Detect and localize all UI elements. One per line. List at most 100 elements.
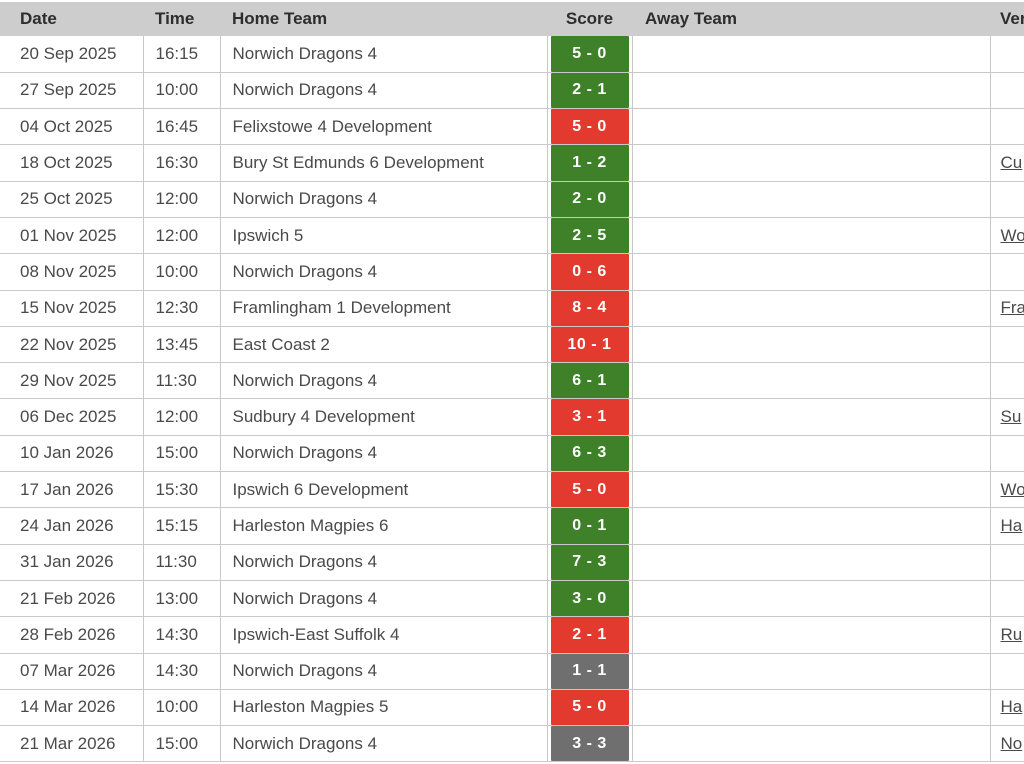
venue-link[interactable]: Fra	[1000, 298, 1024, 318]
time-cell: 15:00	[142, 434, 221, 473]
score-badge: 5 - 0	[550, 690, 629, 725]
fixture-row: 22 Nov 2025 13:45 East Coast 2 10 - 1	[0, 325, 1024, 364]
time-cell: 12:30	[142, 289, 221, 327]
time-cell: 13:00	[142, 579, 221, 618]
fixture-row: 29 Nov 2025 11:30 Norwich Dragons 4 6 - …	[0, 362, 1024, 400]
score-cell: 10 - 1	[546, 325, 633, 364]
venue-link[interactable]: Ru	[1000, 624, 1023, 644]
home-team-cell: Norwich Dragons 4	[219, 253, 548, 291]
score-badge: 3 - 0	[550, 581, 629, 616]
venue-link[interactable]: Wo	[1000, 479, 1024, 499]
column-header-time: Time	[143, 2, 220, 36]
venue-link[interactable]: Ha	[1000, 697, 1023, 717]
away-team-cell	[631, 144, 991, 182]
date-cell: 21 Feb 2026	[0, 579, 144, 618]
venue-link[interactable]: Ha	[1000, 516, 1023, 535]
score-badge: 5 - 0	[550, 36, 629, 72]
away-team-cell	[631, 579, 991, 618]
date-cell: 25 Oct 2025	[0, 180, 144, 218]
home-team-cell: Ipswich 6 Development	[219, 471, 548, 509]
score-badge: 2 - 0	[550, 182, 629, 217]
score-badge: 2 - 1	[550, 617, 629, 653]
venue-cell	[989, 325, 1024, 364]
column-header-date: Date	[0, 2, 143, 36]
venue-cell	[989, 362, 1024, 400]
venue-cell: No	[989, 725, 1024, 763]
score-cell: 2 - 1	[546, 616, 633, 654]
score-badge: 2 - 1	[550, 73, 629, 108]
date-cell: 22 Nov 2025	[0, 325, 144, 364]
fixture-row: 25 Oct 2025 12:00 Norwich Dragons 4 2 - …	[0, 180, 1024, 218]
date-cell: 18 Oct 2025	[0, 144, 144, 182]
score-badge: 5 - 0	[550, 109, 629, 144]
away-team-cell	[631, 507, 991, 545]
venue-link[interactable]: Wo	[1000, 225, 1024, 245]
score-badge: 1 - 1	[550, 654, 629, 689]
venue-cell	[989, 71, 1024, 110]
time-cell: 13:45	[142, 325, 221, 364]
away-team-cell	[631, 434, 991, 473]
score-badge: 8 - 4	[550, 291, 629, 326]
score-cell: 0 - 6	[546, 253, 633, 291]
score-cell: 7 - 3	[546, 543, 633, 581]
time-cell: 14:30	[142, 616, 221, 654]
date-cell: 27 Sep 2025	[0, 71, 144, 110]
score-badge: 10 - 1	[550, 327, 629, 362]
venue-link[interactable]: No	[1000, 733, 1023, 753]
table-header: Date Time Home Team Score Away Team Venu…	[0, 2, 1024, 36]
home-team-cell: Norwich Dragons 4	[219, 652, 548, 690]
time-cell: 15:15	[142, 507, 221, 545]
home-team-cell: Ipswich 5	[219, 216, 548, 255]
score-badge: 1 - 2	[550, 145, 629, 181]
score-cell: 5 - 0	[546, 36, 633, 73]
time-cell: 16:45	[142, 108, 221, 146]
date-cell: 15 Nov 2025	[0, 289, 144, 327]
score-cell: 5 - 0	[546, 471, 633, 509]
venue-link[interactable]: Cu	[1000, 153, 1023, 173]
time-cell: 12:00	[142, 216, 221, 255]
time-cell: 15:00	[142, 725, 221, 763]
fixture-row: 15 Nov 2025 12:30 Framlingham 1 Developm…	[0, 289, 1024, 327]
score-cell: 1 - 2	[546, 144, 633, 182]
home-team-cell: Norwich Dragons 4	[219, 180, 548, 218]
venue-cell	[989, 253, 1024, 291]
venue-link[interactable]: Su	[1000, 407, 1022, 427]
fixture-row: 14 Mar 2026 10:00 Harleston Magpies 5 5 …	[0, 688, 1024, 727]
date-cell: 06 Dec 2025	[0, 398, 144, 436]
score-badge: 5 - 0	[550, 472, 629, 507]
score-cell: 6 - 1	[546, 362, 633, 400]
venue-cell	[989, 579, 1024, 618]
venue-cell: Ha	[989, 507, 1024, 545]
fixture-row: 21 Feb 2026 13:00 Norwich Dragons 4 3 - …	[0, 579, 1024, 618]
venue-cell: Su	[989, 398, 1024, 436]
fixture-row: 01 Nov 2025 12:00 Ipswich 5 2 - 5 Wo	[0, 216, 1024, 255]
home-team-cell: Ipswich-East Suffolk 4	[219, 616, 548, 654]
date-cell: 20 Sep 2025	[0, 36, 144, 73]
column-header-home-team: Home Team	[220, 2, 547, 36]
away-team-cell	[631, 362, 991, 400]
home-team-cell: Sudbury 4 Development	[219, 398, 548, 436]
time-cell: 16:30	[142, 144, 221, 182]
away-team-cell	[631, 616, 991, 654]
fixtures-body: 20 Sep 2025 16:15 Norwich Dragons 4 5 - …	[0, 36, 1024, 763]
time-cell: 14:30	[142, 652, 221, 690]
away-team-cell	[631, 543, 991, 581]
home-team-cell: Harleston Magpies 5	[219, 688, 548, 727]
home-team-cell: East Coast 2	[219, 325, 548, 364]
score-cell: 2 - 5	[546, 216, 633, 255]
date-cell: 08 Nov 2025	[0, 253, 144, 291]
time-cell: 12:00	[142, 180, 221, 218]
venue-cell: Ru	[989, 616, 1024, 654]
time-cell: 16:15	[142, 36, 221, 73]
home-team-cell: Framlingham 1 Development	[219, 289, 548, 327]
score-cell: 2 - 0	[546, 180, 633, 218]
away-team-cell	[631, 325, 991, 364]
score-badge: 3 - 3	[550, 726, 629, 761]
fixture-row: 27 Sep 2025 10:00 Norwich Dragons 4 2 - …	[0, 71, 1024, 110]
away-team-cell	[631, 688, 991, 727]
away-team-cell	[631, 253, 991, 291]
time-cell: 11:30	[142, 362, 221, 400]
away-team-cell	[631, 71, 991, 110]
score-badge: 2 - 5	[550, 218, 629, 253]
